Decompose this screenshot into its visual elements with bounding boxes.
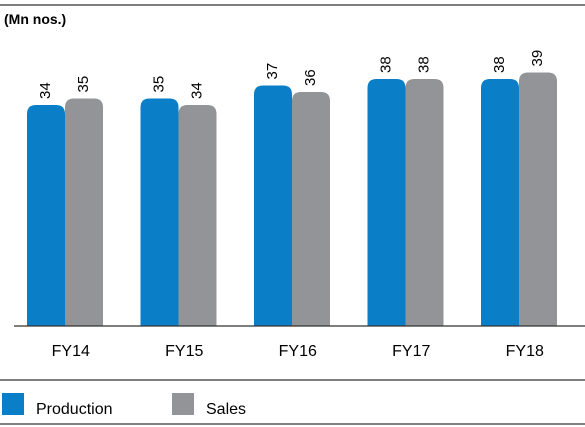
- data-label-production-fy14: 34: [37, 82, 54, 99]
- bar-sales-fy15: [178, 105, 217, 326]
- data-label-sales-fy17: 38: [415, 56, 432, 73]
- x-tick-label-fy14: FY14: [52, 343, 90, 360]
- legend-swatch-production: [2, 393, 24, 415]
- x-tick-label-fy15: FY15: [165, 343, 203, 360]
- x-tick-label-fy18: FY18: [506, 343, 544, 360]
- data-label-sales-fy16: 36: [302, 69, 319, 86]
- x-tick-label-fy16: FY16: [279, 343, 317, 360]
- unit-label: (Mn nos.): [4, 11, 66, 27]
- legend-swatch-sales: [172, 393, 194, 415]
- bar-production-fy16: [254, 85, 292, 326]
- x-tick-label-fy17: FY17: [392, 343, 430, 360]
- bar-sales-fy14: [65, 98, 103, 326]
- data-label-sales-fy18: 39: [529, 50, 546, 67]
- bars-layer: 34 35 35 34 37 36 38 38 38 39: [27, 50, 557, 326]
- data-label-production-fy17: 38: [377, 56, 394, 73]
- legend-label-production: Production: [36, 401, 113, 418]
- data-label-production-fy15: 35: [150, 76, 167, 93]
- bar-sales-fy18: [519, 72, 557, 326]
- data-label-sales-fy14: 35: [75, 76, 92, 93]
- data-label-production-fy18: 38: [491, 56, 508, 73]
- data-label-production-fy16: 37: [264, 63, 281, 80]
- bar-production-fy14: [27, 105, 65, 326]
- bar-production-fy18: [481, 79, 519, 326]
- x-tick-labels: FY14 FY15 FY16 FY17 FY18: [52, 343, 544, 360]
- legend: Production Sales: [2, 393, 246, 418]
- legend-label-sales: Sales: [206, 401, 246, 418]
- bar-production-fy17: [367, 79, 406, 326]
- bar-sales-fy16: [292, 92, 330, 326]
- bar-production-fy15: [140, 98, 179, 326]
- data-label-sales-fy15: 34: [188, 82, 205, 99]
- bar-sales-fy17: [405, 79, 444, 326]
